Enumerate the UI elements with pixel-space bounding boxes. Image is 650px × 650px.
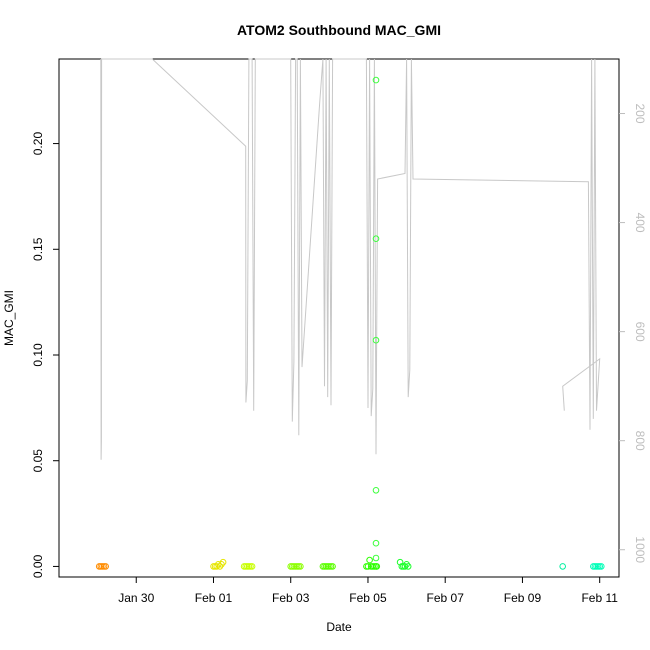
y-tick-label: 0.10 xyxy=(31,343,45,367)
y-tick-label: 0.20 xyxy=(31,132,45,156)
y-axis-label: MAC_GMI xyxy=(2,290,16,346)
data-points xyxy=(95,76,605,570)
x-tick-label: Jan 30 xyxy=(118,591,154,605)
right-axis: 200 400 600 800 1000 xyxy=(619,104,647,563)
data-point xyxy=(372,487,380,494)
data-point xyxy=(219,558,227,566)
overlay-series-line xyxy=(100,58,601,460)
right-tick-label: 600 xyxy=(633,322,647,342)
right-tick-label: 200 xyxy=(633,104,647,124)
data-point xyxy=(559,563,567,570)
data-point xyxy=(364,563,372,570)
x-tick-label: Feb 07 xyxy=(427,591,465,605)
data-point xyxy=(372,235,380,242)
y-tick-label: 0.15 xyxy=(31,237,45,261)
data-point xyxy=(372,554,380,562)
x-tick-label: Feb 05 xyxy=(349,591,387,605)
data-point xyxy=(372,76,380,84)
data-point xyxy=(598,563,605,570)
y-tick-label: 0.00 xyxy=(31,554,45,578)
right-tick-label: 1000 xyxy=(633,536,647,563)
data-point xyxy=(297,563,304,570)
x-tick-label: Feb 03 xyxy=(272,591,310,605)
right-tick-label: 800 xyxy=(633,431,647,451)
data-point xyxy=(248,563,256,570)
data-point xyxy=(373,563,381,570)
plot-frame xyxy=(58,58,620,578)
y-axis: 0.00 0.05 0.10 0.15 0.20 xyxy=(31,132,59,578)
x-axis-label: Date xyxy=(326,620,352,634)
right-tick-label: 400 xyxy=(633,213,647,233)
data-point xyxy=(102,563,109,570)
y-tick-label: 0.05 xyxy=(31,449,45,473)
x-axis: Jan 30 Feb 01 Feb 03 Feb 05 Feb 07 Feb 09 Feb … xyxy=(118,577,618,605)
x-tick-label: Feb 09 xyxy=(504,591,542,605)
depth-overlay-line xyxy=(100,58,601,460)
data-point xyxy=(396,558,404,566)
data-point xyxy=(404,563,412,570)
data-point xyxy=(372,336,380,344)
data-point xyxy=(329,563,336,570)
data-point xyxy=(366,556,373,564)
x-tick-label: Feb 11 xyxy=(581,591,618,605)
x-tick-label: Feb 01 xyxy=(195,591,233,605)
data-point xyxy=(372,539,380,547)
chart-title: ATOM2 Southbound MAC_GMI xyxy=(237,22,441,38)
